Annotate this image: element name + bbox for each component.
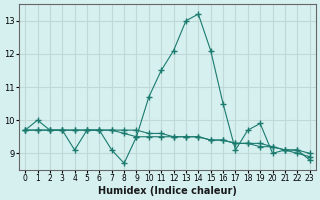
X-axis label: Humidex (Indice chaleur): Humidex (Indice chaleur) <box>98 186 237 196</box>
